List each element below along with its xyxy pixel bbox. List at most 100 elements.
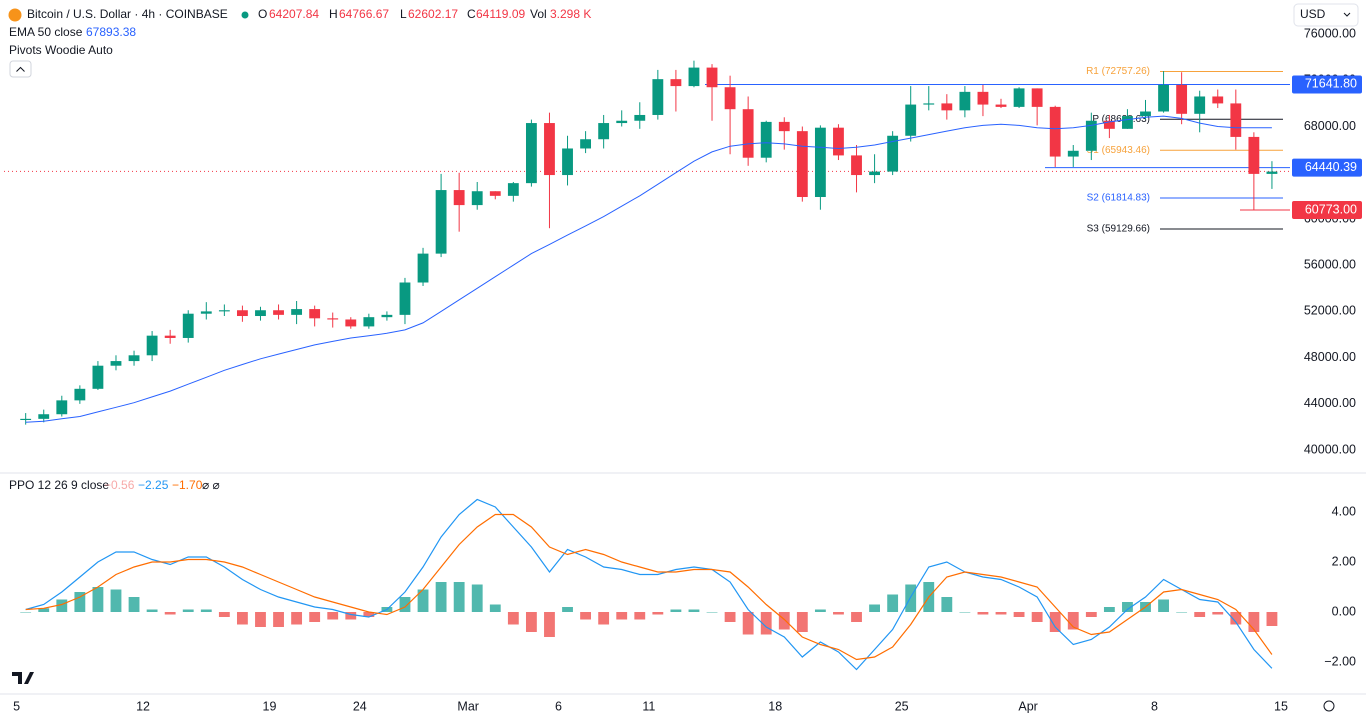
histogram-bar bbox=[959, 612, 971, 613]
histogram-bar bbox=[453, 582, 465, 612]
candle-body bbox=[869, 171, 880, 176]
x-tick-label: 12 bbox=[136, 699, 150, 713]
ohlc-value: 64207.84 bbox=[269, 7, 319, 21]
ohlc-value: 64119.09 bbox=[476, 7, 525, 21]
candle-body bbox=[471, 191, 483, 206]
histogram-bar bbox=[580, 612, 592, 620]
histogram-bar bbox=[489, 604, 501, 612]
collapse-button[interactable] bbox=[9, 60, 32, 78]
candle-body bbox=[833, 127, 844, 156]
ohlc-key: O bbox=[258, 7, 267, 21]
x-tick-label: 19 bbox=[263, 699, 277, 713]
price-badge-label: 60773.00 bbox=[1305, 202, 1357, 216]
histogram-bar bbox=[291, 612, 303, 625]
market-status[interactable] bbox=[241, 11, 249, 19]
histogram-bar bbox=[833, 612, 844, 615]
candle-body bbox=[887, 135, 899, 172]
pivot-label: R1 (72757.26) bbox=[1086, 66, 1150, 77]
candle-body bbox=[652, 79, 664, 115]
histogram-bar bbox=[1067, 612, 1079, 630]
candle-body bbox=[38, 414, 50, 419]
indicator-label: PPO 12 26 9 close bbox=[9, 478, 109, 492]
histogram-bar bbox=[309, 612, 321, 622]
histogram-bar bbox=[796, 612, 808, 632]
candle-body bbox=[92, 365, 104, 389]
histogram-bar bbox=[74, 592, 86, 612]
candle-body bbox=[1176, 84, 1188, 114]
candle-body bbox=[1122, 116, 1133, 129]
candle-body bbox=[1248, 136, 1260, 174]
x-tick-label: 24 bbox=[353, 699, 367, 713]
histogram-bar bbox=[128, 597, 140, 612]
candle-body bbox=[778, 121, 790, 132]
candle-body bbox=[182, 313, 194, 338]
histogram-bar bbox=[525, 612, 537, 632]
histogram-bar bbox=[1176, 612, 1188, 613]
histogram-bar bbox=[851, 612, 862, 622]
candle-body bbox=[851, 155, 862, 176]
candle-body bbox=[56, 400, 68, 415]
indicator-value: 67893.38 bbox=[86, 25, 136, 39]
symbol-title: Bitcoin / U.S. Dollar · 4h · COINBASE bbox=[27, 7, 228, 21]
y-tick-label: 68000.00 bbox=[1304, 119, 1356, 133]
candle-body bbox=[146, 335, 158, 356]
histogram-bar bbox=[56, 599, 68, 612]
candle-body bbox=[20, 418, 32, 421]
candle-body bbox=[724, 87, 736, 110]
currency-button[interactable] bbox=[1293, 3, 1359, 27]
candle-body bbox=[670, 79, 682, 87]
candle-body bbox=[1266, 171, 1278, 174]
candle-body bbox=[796, 131, 808, 198]
histogram-bar bbox=[869, 604, 880, 612]
candle-body bbox=[959, 91, 971, 111]
indicator-value: −1.70 bbox=[172, 478, 203, 492]
indicator-settings[interactable]: ⌀ ⌀ bbox=[202, 478, 220, 492]
pivot-label: P (68628.63) bbox=[1092, 114, 1150, 125]
candle-body bbox=[760, 121, 772, 158]
candle-body bbox=[291, 309, 303, 315]
currency-label: USD bbox=[1300, 7, 1326, 21]
y-tick-label: 44000.00 bbox=[1304, 396, 1356, 410]
x-tick-label: 25 bbox=[895, 699, 909, 713]
histogram-bar bbox=[1085, 612, 1097, 617]
y-tick-label: 56000.00 bbox=[1304, 257, 1356, 271]
candle-body bbox=[273, 310, 284, 315]
settings-icon[interactable] bbox=[1323, 700, 1335, 712]
ppo-line bbox=[25, 513, 1273, 661]
price-badge-label: 71641.80 bbox=[1305, 77, 1357, 91]
histogram-bar bbox=[688, 609, 700, 612]
histogram-bar bbox=[236, 612, 248, 625]
histogram-bar bbox=[544, 612, 555, 637]
logo bbox=[12, 672, 34, 684]
histogram-bar bbox=[327, 612, 339, 620]
histogram-bar bbox=[598, 612, 610, 625]
ema-line bbox=[25, 115, 1272, 423]
candle-body bbox=[598, 123, 610, 140]
pivot-label: S1 (65943.46) bbox=[1087, 145, 1150, 156]
candle-body bbox=[1140, 111, 1151, 117]
candle-body bbox=[218, 310, 230, 312]
histogram-bar bbox=[1031, 612, 1043, 622]
candle-body bbox=[489, 191, 501, 196]
x-tick-label: 18 bbox=[768, 699, 782, 713]
histogram-bar bbox=[562, 607, 573, 612]
histogram-bar bbox=[760, 612, 772, 635]
histogram-bar bbox=[435, 582, 447, 612]
histogram-bar bbox=[1194, 612, 1206, 617]
candle-body bbox=[814, 127, 826, 198]
candle-body bbox=[200, 311, 212, 314]
ohlc-key: H bbox=[329, 7, 338, 21]
ohlc-key: C bbox=[467, 7, 476, 21]
x-tick-label: Mar bbox=[457, 699, 479, 713]
candle-body bbox=[941, 103, 953, 111]
ohlc-key: Vol bbox=[530, 7, 547, 21]
x-tick-label: 15 bbox=[1274, 699, 1288, 713]
candle-body bbox=[1013, 88, 1025, 107]
price-badge-label: 64440.39 bbox=[1305, 160, 1357, 174]
candle-body bbox=[634, 114, 646, 121]
indicator-label: EMA 50 close bbox=[9, 25, 83, 39]
candle-body bbox=[327, 318, 339, 320]
candle-body bbox=[417, 253, 429, 283]
symbol-icon bbox=[8, 8, 22, 22]
